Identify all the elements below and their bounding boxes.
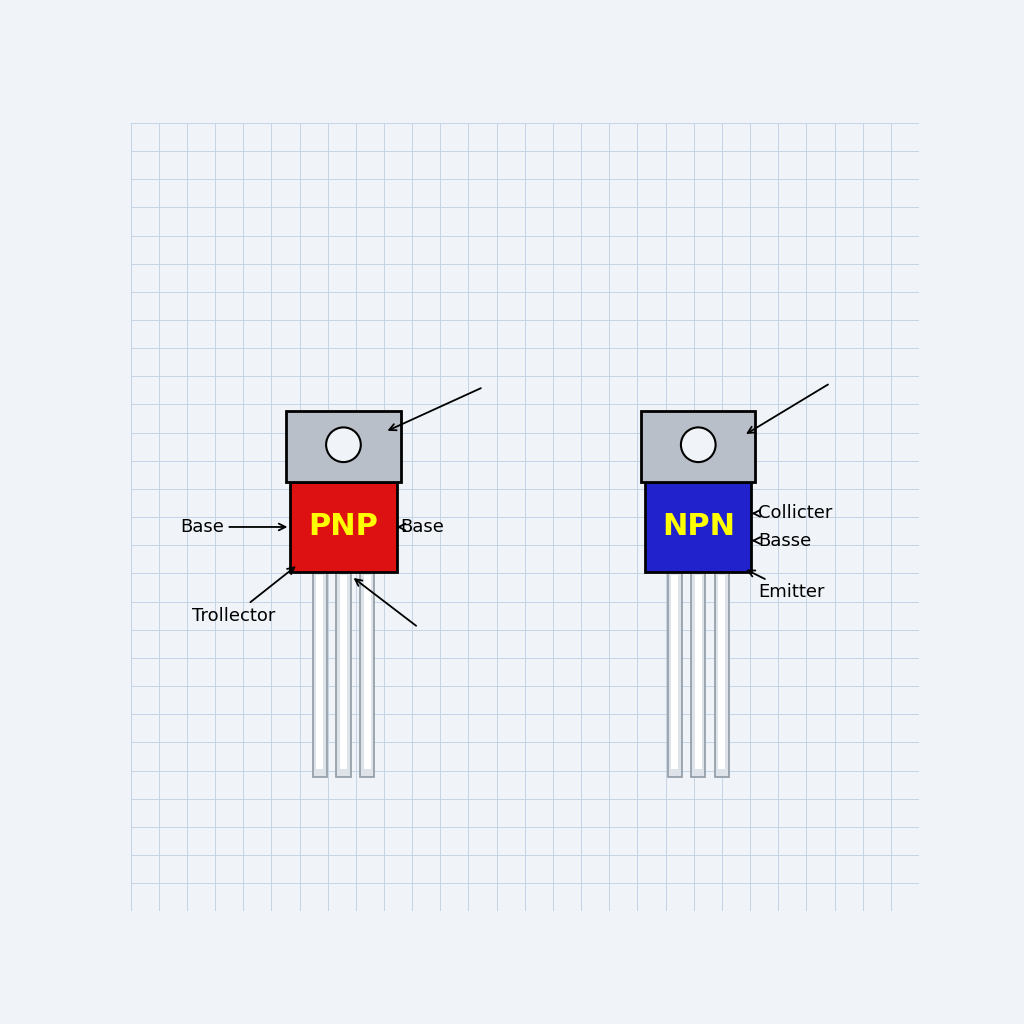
Bar (645, 481, 752, 572)
Bar (641, 411, 756, 481)
Bar (340, 574, 347, 769)
Text: Basse: Basse (753, 531, 811, 550)
Circle shape (681, 427, 716, 462)
Bar (694, 574, 701, 769)
Bar (336, 570, 350, 777)
Bar (290, 481, 396, 572)
Bar (715, 570, 729, 777)
Text: Base: Base (397, 518, 444, 536)
Bar (360, 570, 374, 777)
Text: Base: Base (180, 518, 286, 536)
Bar (668, 570, 682, 777)
Text: Collicter: Collicter (753, 505, 833, 522)
Text: Trollector: Trollector (191, 567, 294, 625)
Circle shape (326, 427, 360, 462)
Bar (312, 570, 327, 777)
Bar (719, 574, 725, 769)
Bar (364, 574, 371, 769)
Text: NPN: NPN (662, 512, 735, 542)
Bar (316, 574, 324, 769)
Bar (671, 574, 678, 769)
Bar (691, 570, 706, 777)
Bar (287, 411, 400, 481)
Text: PNP: PNP (308, 512, 379, 542)
Text: Emitter: Emitter (748, 570, 824, 601)
